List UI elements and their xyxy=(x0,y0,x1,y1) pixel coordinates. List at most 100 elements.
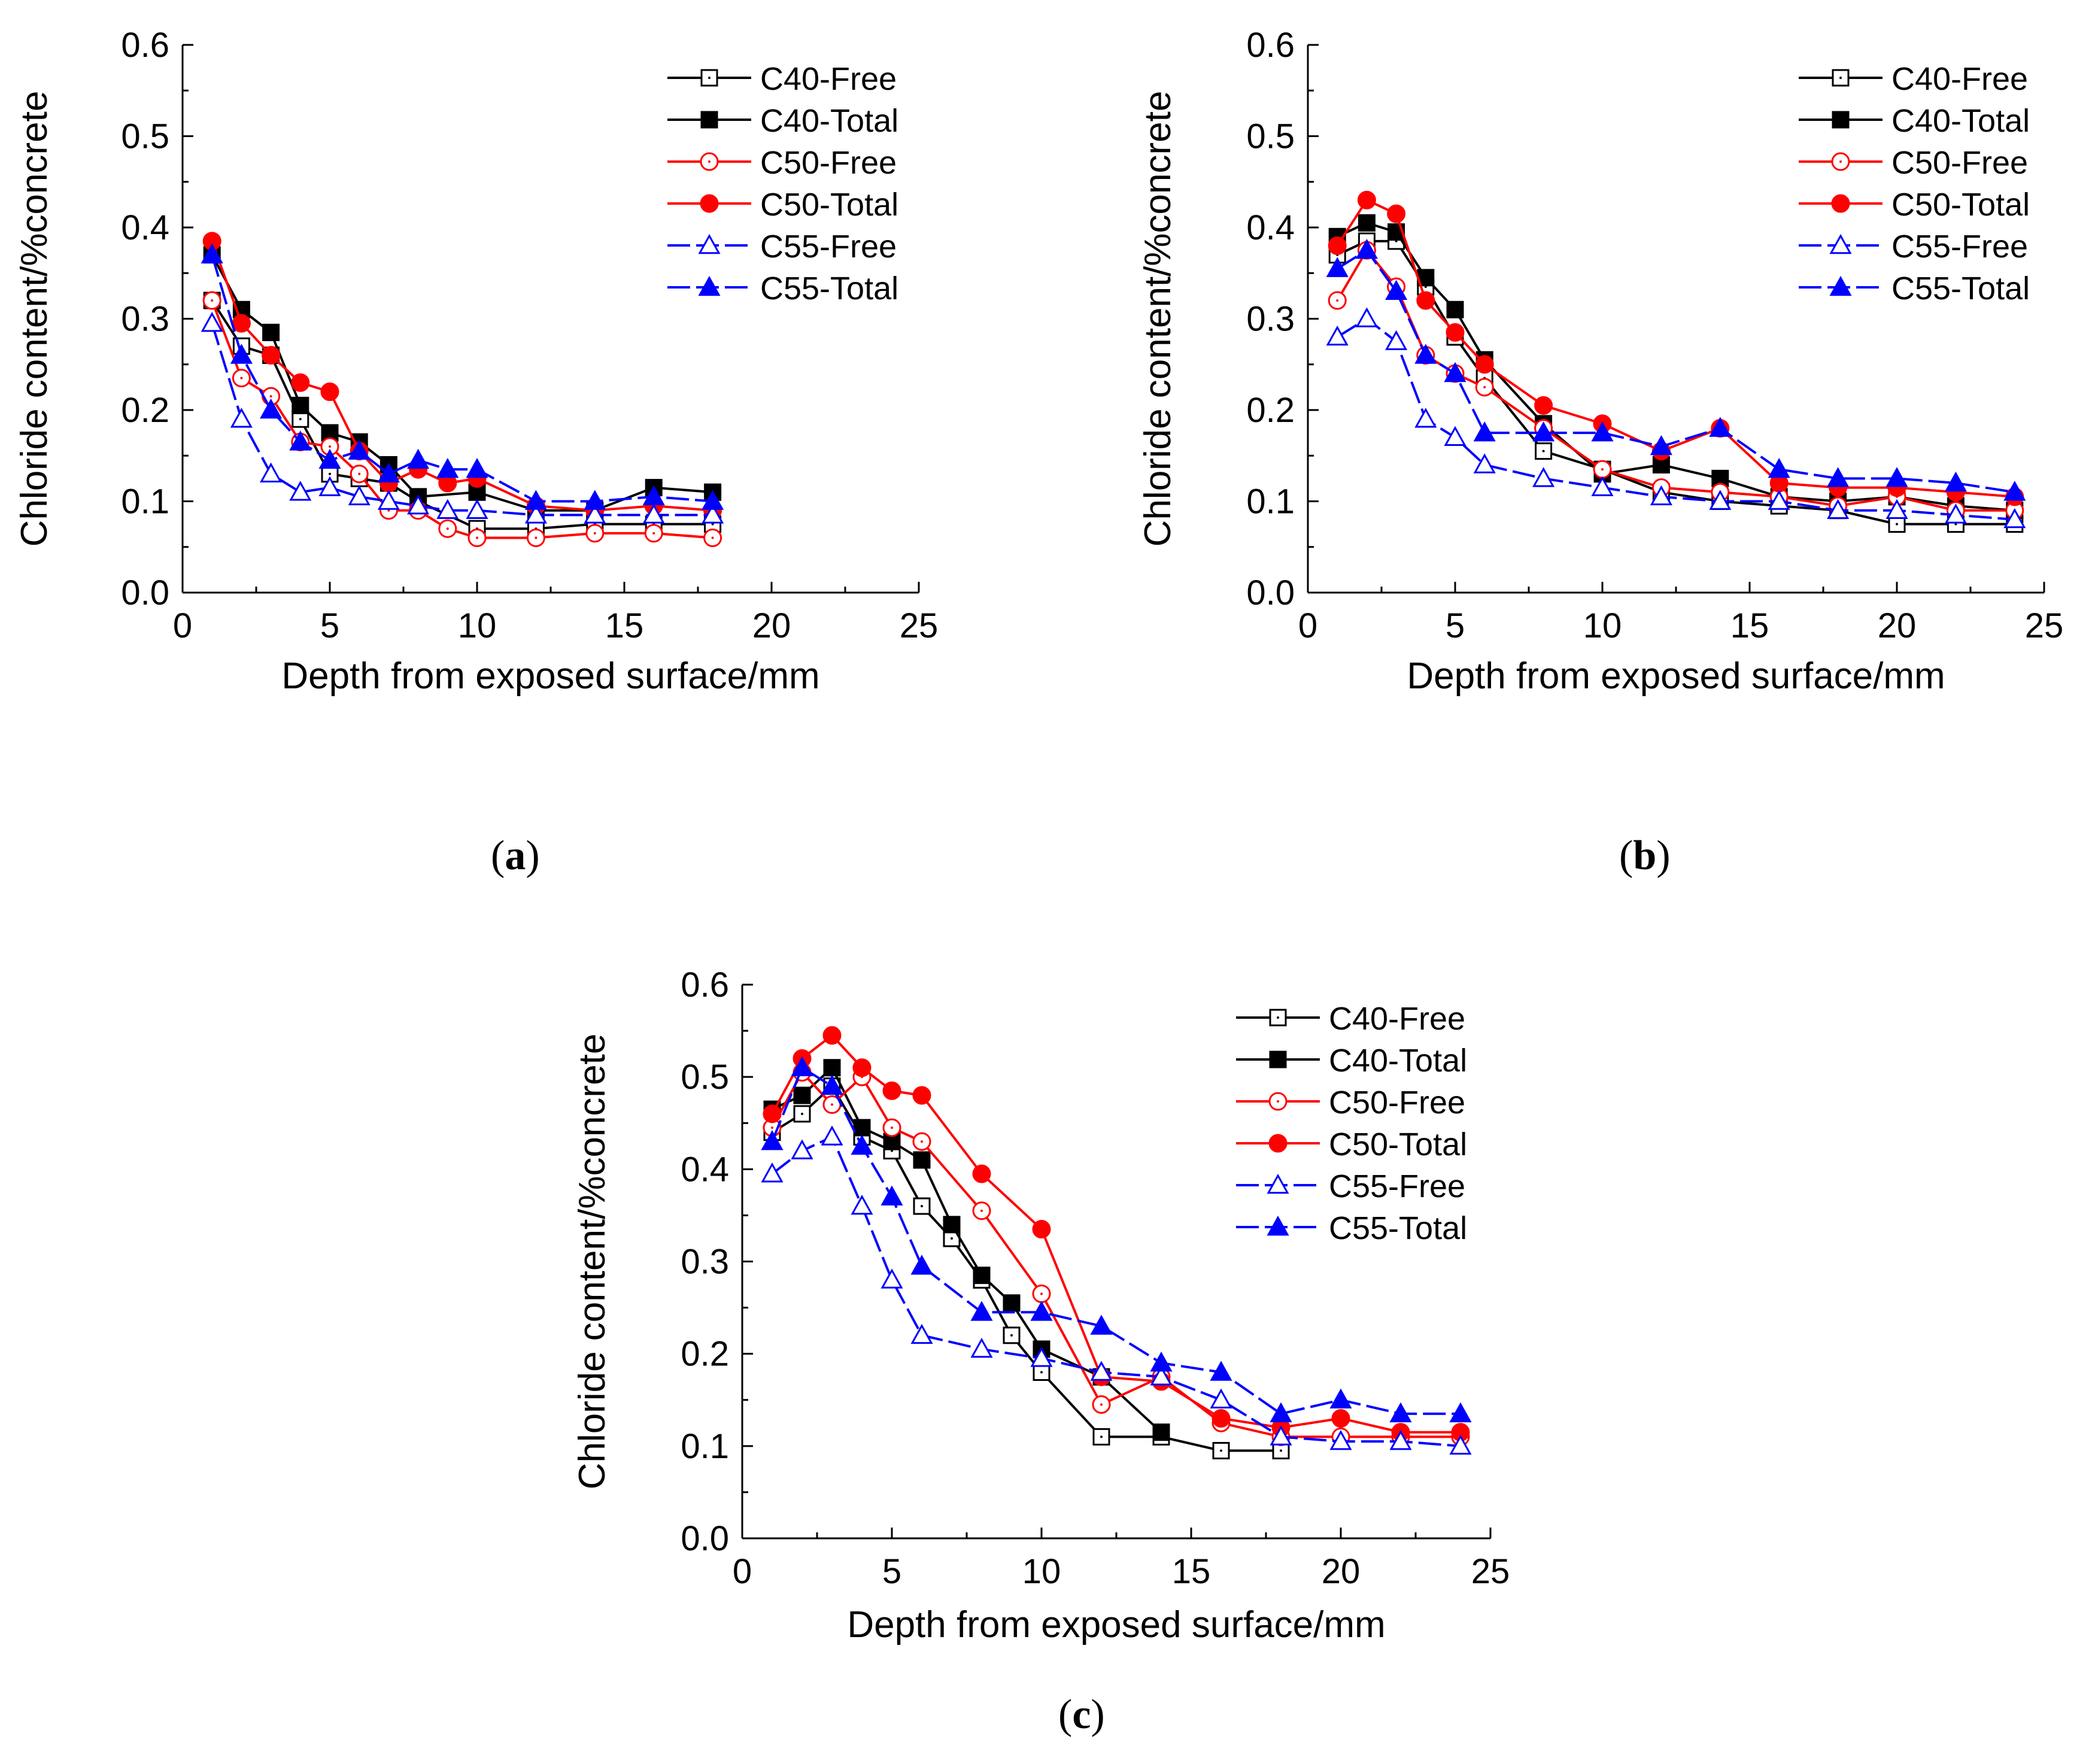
x-tick-label: 15 xyxy=(605,606,644,645)
data-point xyxy=(262,346,281,365)
legend-entry: C55-Total xyxy=(1236,1210,1467,1246)
legend-entry: C55-Total xyxy=(667,271,898,306)
data-point-center xyxy=(269,395,272,398)
series-c55-total xyxy=(201,243,724,510)
y-tick-label: 0.6 xyxy=(121,26,169,65)
legend-marker-center xyxy=(1277,1016,1279,1019)
data-point xyxy=(882,1081,901,1100)
data-point xyxy=(1389,1402,1412,1423)
data-point xyxy=(289,430,312,451)
legend-label: C40-Free xyxy=(760,61,897,97)
legend-label: C50-Total xyxy=(760,187,898,223)
data-point xyxy=(1090,1314,1113,1335)
data-point xyxy=(702,490,724,510)
y-axis-label: Chloride content/%concrete xyxy=(572,1034,613,1490)
data-point xyxy=(2003,481,2026,501)
data-point xyxy=(1090,1361,1113,1381)
data-point xyxy=(1212,1409,1231,1428)
legend-entry: C55-Free xyxy=(667,229,897,265)
data-point-center xyxy=(921,1205,923,1207)
data-point-center xyxy=(1280,1449,1282,1452)
legend-marker-center xyxy=(708,77,711,79)
data-point xyxy=(291,373,310,392)
data-point xyxy=(1329,1388,1352,1409)
data-point xyxy=(584,503,606,524)
data-point xyxy=(232,314,251,333)
legend-marker-center xyxy=(708,160,711,163)
data-point-center xyxy=(211,299,214,302)
data-point xyxy=(1827,467,1850,487)
data-point xyxy=(1591,421,1614,442)
legend-label: C50-Total xyxy=(1891,187,2030,223)
data-point xyxy=(910,1255,933,1275)
panel-label-a: (a) xyxy=(491,833,540,879)
y-tick-label: 0.5 xyxy=(121,117,169,156)
legend-label: C40-Total xyxy=(1329,1043,1467,1079)
legend-label: C50-Free xyxy=(760,145,897,181)
data-point xyxy=(1532,421,1555,442)
legend-label: C50-Free xyxy=(1891,145,2028,181)
legend-marker-center xyxy=(1277,1100,1279,1103)
legend-entry: C50-Total xyxy=(1236,1127,1467,1162)
data-point xyxy=(377,462,400,483)
series-c55-free xyxy=(1326,307,2026,529)
data-point-center xyxy=(801,1112,803,1115)
data-point xyxy=(823,1059,841,1077)
data-point-center xyxy=(446,527,449,530)
data-point xyxy=(260,462,283,483)
data-point xyxy=(320,382,339,401)
x-tick-label: 0 xyxy=(173,606,192,645)
legend-label: C55-Free xyxy=(1891,229,2028,265)
data-point xyxy=(1449,1434,1472,1455)
y-tick-label: 0.3 xyxy=(121,300,169,339)
legend-label: C40-Free xyxy=(1891,61,2028,97)
x-tick-label: 5 xyxy=(882,1552,901,1591)
data-point-center xyxy=(299,418,302,421)
data-point xyxy=(851,1134,873,1155)
data-point xyxy=(1030,1301,1053,1321)
data-point xyxy=(524,490,547,510)
data-point xyxy=(763,1104,782,1124)
data-point xyxy=(1355,239,1378,259)
series-line xyxy=(1337,221,2015,512)
data-point xyxy=(1650,485,1672,506)
legend-marker xyxy=(698,233,721,254)
data-point xyxy=(1358,214,1376,232)
data-point xyxy=(1030,1347,1053,1367)
data-point xyxy=(466,499,488,520)
series-c50-free xyxy=(202,291,722,547)
data-point xyxy=(1387,204,1406,223)
legend-label: C55-Total xyxy=(1329,1210,1467,1246)
panel-label-a-letter: a xyxy=(505,833,526,879)
x-tick-label: 5 xyxy=(1446,606,1465,645)
y-tick-label: 0.2 xyxy=(121,391,169,430)
data-point xyxy=(913,1151,931,1169)
legend-marker-center xyxy=(1839,77,1842,79)
data-point xyxy=(1150,1365,1173,1386)
data-point xyxy=(880,1268,903,1289)
data-point-center xyxy=(951,1237,953,1240)
x-tick-label: 20 xyxy=(1322,1552,1361,1591)
series-c40-total xyxy=(203,246,722,520)
series-line xyxy=(211,300,713,539)
x-tick-label: 0 xyxy=(733,1552,752,1591)
data-point xyxy=(436,499,459,520)
data-point-center xyxy=(1040,1292,1043,1295)
data-point xyxy=(1355,307,1378,327)
legend-label: C40-Total xyxy=(760,103,898,139)
data-point xyxy=(853,1119,871,1137)
data-point xyxy=(348,439,371,460)
data-point xyxy=(201,312,223,332)
data-point-center xyxy=(240,377,243,379)
data-point xyxy=(1032,1220,1051,1239)
legend-label: C50-Free xyxy=(1329,1085,1465,1121)
data-point xyxy=(821,1074,843,1095)
legend-marker xyxy=(1267,1173,1289,1194)
data-point xyxy=(642,485,665,506)
data-point-center xyxy=(593,532,596,535)
data-point xyxy=(1210,1388,1232,1409)
y-tick-label: 0.6 xyxy=(1246,26,1295,65)
series-c55-free xyxy=(201,312,724,524)
data-point xyxy=(970,1301,993,1321)
